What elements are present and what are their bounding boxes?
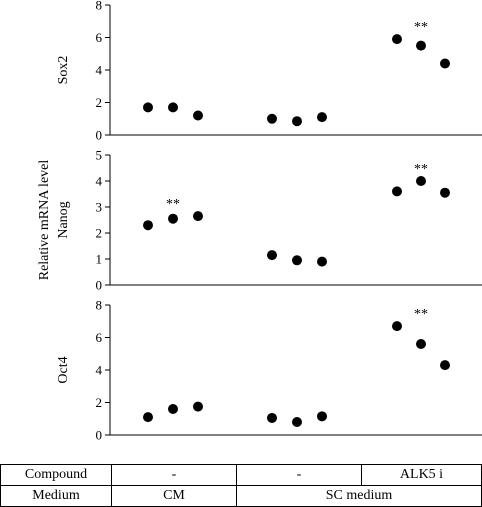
y-tick-label: 4 <box>96 363 103 378</box>
data-point <box>168 213 178 224</box>
y-tick-label: 4 <box>96 174 103 189</box>
y-tick-label: 2 <box>96 95 103 110</box>
compound-sc-cell: - <box>236 464 362 486</box>
data-point <box>168 404 178 414</box>
data-point <box>193 110 203 121</box>
data-point <box>317 256 327 267</box>
y-tick-label: 2 <box>96 395 103 410</box>
data-point <box>416 339 426 349</box>
data-point <box>392 34 402 45</box>
panel-ylabel-oct4: Oct4 <box>56 356 71 383</box>
shared-ylabel: Relative mRNA level <box>37 160 52 281</box>
condition-table: Compound - - ALK5 i Medium CM SC medium <box>0 464 482 507</box>
data-point <box>292 255 302 266</box>
significance-marker: ** <box>166 197 180 212</box>
compound-alk-cell: ALK5 i <box>361 464 482 486</box>
data-point <box>392 321 402 332</box>
data-point <box>292 116 302 127</box>
data-point <box>267 113 277 124</box>
y-tick-label: 0 <box>96 128 103 143</box>
y-tick-label: 8 <box>96 0 103 13</box>
data-point <box>267 412 277 423</box>
scatter-figure: 0 2 4 6 8 Sox2 ** 0 1 2 3 4 5 Nanog ** ** 0 2 4 6 8 Oct4 ** Rel… <box>37 0 482 443</box>
panel-ylabel-nanog: Nanog <box>56 201 71 238</box>
y-tick-label: 6 <box>96 30 103 45</box>
y-tick-label: 0 <box>96 278 103 293</box>
significance-marker: ** <box>414 20 428 35</box>
y-tick-label: 0 <box>96 428 103 443</box>
data-point <box>193 211 203 222</box>
data-point <box>292 417 302 427</box>
data-point <box>143 412 153 423</box>
compound-cm-cell: - <box>111 464 237 486</box>
data-point <box>317 411 327 422</box>
data-point <box>440 360 450 371</box>
y-tick-label: 5 <box>96 148 103 163</box>
compound-row: Compound - - ALK5 i <box>0 464 482 486</box>
data-point <box>416 40 426 51</box>
data-point <box>193 401 203 412</box>
significance-marker: ** <box>414 162 428 177</box>
medium-cm-cell: CM <box>111 485 237 507</box>
medium-sc-cell: SC medium <box>236 485 482 507</box>
y-tick-label: 6 <box>96 330 103 345</box>
data-point <box>168 102 178 113</box>
y-tick-label: 8 <box>96 298 103 313</box>
medium-row: Medium CM SC medium <box>0 485 482 507</box>
y-tick-label: 3 <box>96 200 103 215</box>
y-tick-label: 2 <box>96 226 103 241</box>
data-point <box>143 102 153 113</box>
data-point <box>317 112 327 123</box>
compound-label: Compound <box>0 464 112 486</box>
data-point <box>440 187 450 198</box>
data-point <box>440 58 450 69</box>
data-point <box>267 250 277 261</box>
data-point <box>416 176 426 186</box>
panel-ylabel-sox2: Sox2 <box>56 56 71 85</box>
y-tick-label: 4 <box>96 63 103 78</box>
y-tick-label: 1 <box>96 252 103 267</box>
data-point <box>392 186 402 197</box>
significance-marker: ** <box>414 307 428 322</box>
medium-label: Medium <box>0 485 112 507</box>
data-point <box>143 220 153 231</box>
